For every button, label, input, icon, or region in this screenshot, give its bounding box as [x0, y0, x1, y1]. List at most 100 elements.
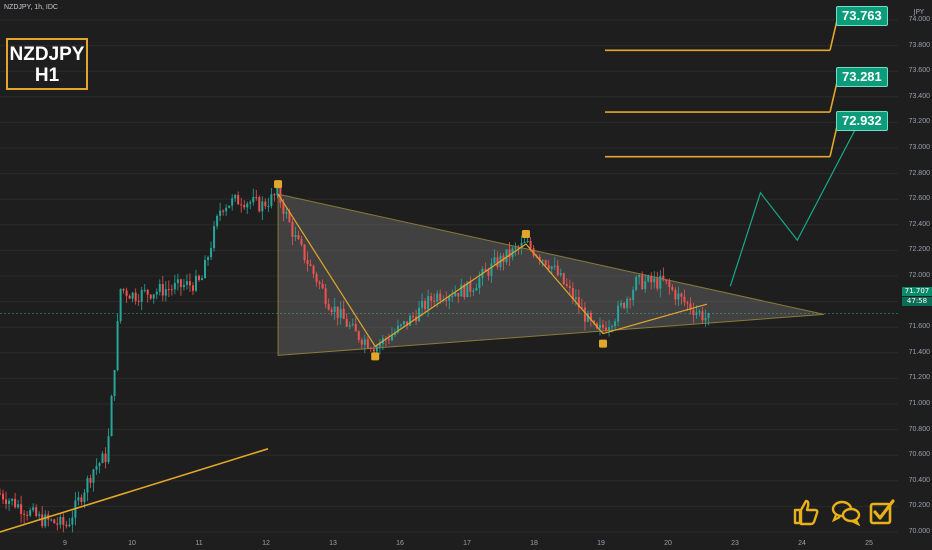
candle-body	[589, 312, 592, 321]
candle-body	[98, 463, 101, 467]
candle-body	[430, 296, 433, 301]
candle-body	[508, 249, 511, 258]
candle-body	[137, 300, 140, 302]
price-tick-label: 73.200	[908, 118, 930, 126]
candle-body	[83, 492, 86, 502]
candle-body	[146, 289, 149, 295]
candle-body	[173, 282, 176, 290]
candle-body	[8, 500, 11, 504]
candle-body	[472, 290, 475, 292]
candle-body	[255, 197, 258, 199]
candle-body	[321, 283, 324, 289]
candle-body	[403, 321, 406, 325]
candle-body	[478, 277, 481, 289]
candle-body	[387, 339, 390, 341]
price-tick-label: 71.400	[908, 348, 930, 356]
candle-body	[448, 296, 451, 301]
time-tick-label: 25	[865, 540, 873, 547]
candle-body	[110, 396, 113, 437]
projection-path	[729, 111, 865, 287]
candle-body	[29, 510, 32, 516]
candle-body	[207, 257, 210, 260]
candle-body	[44, 514, 47, 527]
candle-body	[35, 507, 38, 516]
candle-body	[553, 265, 556, 267]
candle-body	[460, 284, 463, 297]
candle-body	[101, 453, 104, 464]
candle-body	[297, 234, 300, 240]
currency-unit: JPY	[913, 8, 924, 16]
candle-body	[538, 256, 541, 261]
pivot-marker	[371, 352, 380, 361]
candle-body	[264, 201, 267, 207]
drawing-overlays	[0, 15, 866, 533]
price-tick-label: 72.400	[908, 220, 930, 228]
candle-body	[556, 265, 559, 276]
candle-body	[170, 289, 173, 291]
candle-body	[433, 300, 436, 302]
candle-body	[396, 325, 399, 333]
candle-body	[568, 286, 571, 289]
candle-body	[333, 306, 336, 312]
candle-body	[17, 504, 20, 508]
candle-body	[547, 265, 550, 269]
candle-body	[366, 339, 369, 349]
candle-body	[514, 247, 517, 249]
candle-body	[583, 307, 586, 322]
candle-body	[345, 318, 348, 327]
candle-body	[409, 316, 412, 326]
candle-body	[119, 288, 122, 322]
candle-body	[240, 204, 243, 206]
candle-body	[282, 202, 285, 214]
chat-icon[interactable]	[830, 498, 862, 526]
time-tick-label: 12	[262, 540, 270, 547]
candle-body	[65, 524, 68, 527]
candle-body	[279, 187, 282, 203]
candle-body	[454, 293, 457, 296]
candle-body	[635, 277, 638, 290]
candle-body	[2, 493, 5, 500]
candle-body	[237, 194, 240, 205]
candle-body	[38, 514, 41, 516]
candle-body	[309, 264, 312, 266]
candle-body	[605, 327, 608, 331]
candle-body	[246, 203, 249, 208]
current-price-label: 71.707	[902, 287, 932, 296]
candle-body	[32, 507, 35, 511]
candle-body	[532, 248, 535, 256]
candle-body	[424, 300, 427, 310]
candle-body	[496, 257, 499, 268]
time-tick-label: 16	[396, 540, 404, 547]
candle-body	[412, 316, 415, 318]
candle-body	[369, 348, 372, 350]
candle-body	[164, 289, 167, 296]
candle-body	[526, 240, 529, 242]
candle-body	[668, 281, 671, 287]
target-badge-3: 72.932	[836, 111, 888, 131]
checkbox-icon[interactable]	[868, 498, 896, 526]
candle-body	[677, 293, 680, 300]
candle-body	[252, 197, 255, 203]
candle-body	[451, 295, 454, 297]
candle-body	[140, 290, 143, 302]
candle-body	[291, 221, 294, 238]
candle-body	[318, 282, 321, 284]
candle-body	[671, 286, 674, 290]
thumbs-up-icon[interactable]	[792, 498, 820, 526]
candle-body	[62, 517, 65, 525]
candle-body	[701, 311, 704, 321]
candle-body	[574, 297, 577, 300]
time-tick-label: 23	[731, 540, 739, 547]
price-tick-label: 74.000	[908, 16, 930, 23]
candle-body	[586, 312, 589, 322]
candle-body	[653, 278, 656, 283]
candle-body	[529, 240, 532, 249]
candle-body	[505, 249, 508, 263]
target-badge-1: 73.763	[836, 6, 888, 26]
pivot-marker	[521, 230, 530, 238]
candle-body	[5, 499, 8, 504]
triangle-pattern	[277, 193, 825, 356]
candle-body	[50, 519, 53, 521]
candle-body	[243, 204, 246, 208]
